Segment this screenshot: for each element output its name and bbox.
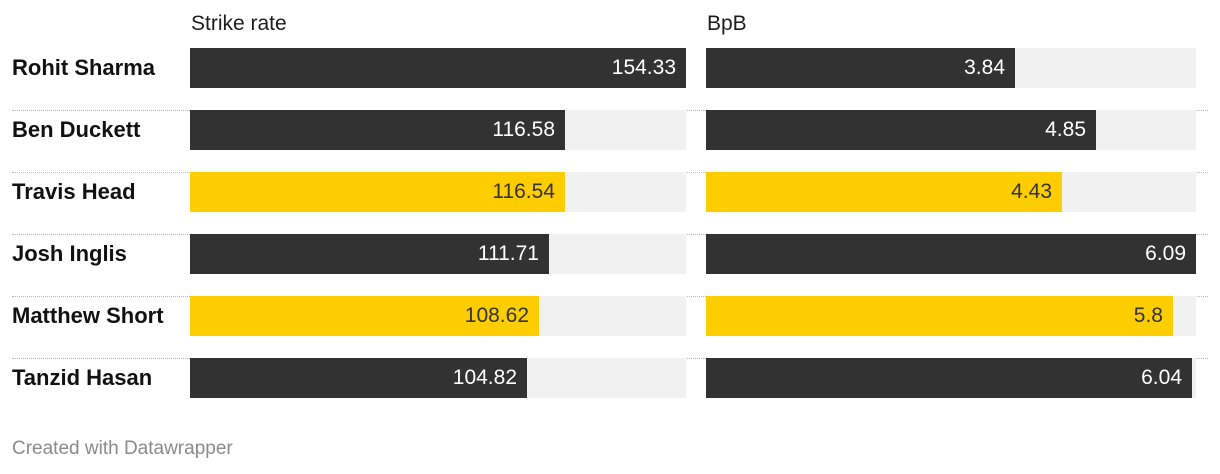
bar-track-bpb: 3.84 — [706, 48, 1196, 88]
row-label: Travis Head — [12, 179, 136, 204]
bar-bpb — [706, 110, 1096, 150]
row-josh-inglis: Josh Inglis 111.71 6.09 — [12, 234, 1208, 297]
attribution-footer: Created with Datawrapper — [12, 438, 233, 459]
row-label: Josh Inglis — [12, 241, 127, 266]
bar-track-bpb: 4.85 — [706, 110, 1196, 150]
row-tanzid-hasan: Tanzid Hasan 104.82 6.04 — [12, 358, 1208, 420]
bar-strike-rate — [190, 234, 549, 274]
row-ben-duckett: Ben Duckett 116.58 4.85 — [12, 110, 1208, 173]
row-label: Matthew Short — [12, 303, 164, 328]
bar-track-strike-rate: 108.62 — [190, 296, 686, 336]
column-header-bpb: BpB — [707, 12, 747, 35]
bar-strike-rate — [190, 296, 539, 336]
bar-value-label: 4.43 — [1011, 180, 1052, 203]
bar-track-bpb: 6.09 — [706, 234, 1196, 274]
bar-track-strike-rate: 111.71 — [190, 234, 686, 274]
bar-value-label: 4.85 — [1045, 118, 1086, 141]
bar-strike-rate — [190, 110, 565, 150]
bar-bpb — [706, 296, 1173, 336]
bar-track-bpb: 5.8 — [706, 296, 1196, 336]
bar-track-strike-rate: 116.54 — [190, 172, 686, 212]
bar-strike-rate — [190, 358, 527, 398]
bar-value-label: 6.09 — [1145, 242, 1186, 265]
bar-value-label: 116.58 — [492, 118, 555, 141]
bar-value-label: 111.71 — [477, 242, 539, 265]
bar-bpb — [706, 48, 1015, 88]
bar-bpb — [706, 234, 1196, 274]
bar-value-label: 6.04 — [1141, 366, 1182, 389]
row-label: Tanzid Hasan — [12, 365, 153, 390]
bar-value-label: 3.84 — [964, 56, 1005, 79]
bar-value-label: 104.82 — [452, 366, 517, 389]
column-header-strike-rate: Strike rate — [191, 12, 287, 35]
row-label: Rohit Sharma — [12, 55, 156, 80]
bar-value-label: 108.62 — [464, 304, 529, 327]
row-rohit-sharma: Rohit Sharma 154.33 3.84 — [12, 48, 1208, 111]
bar-strike-rate — [190, 48, 686, 88]
bar-value-label: 5.8 — [1133, 304, 1163, 327]
bar-bpb — [706, 358, 1192, 398]
bar-track-bpb: 4.43 — [706, 172, 1196, 212]
bar-track-strike-rate: 154.33 — [190, 48, 686, 88]
bar-bpb — [706, 172, 1062, 212]
bar-track-bpb: 6.04 — [706, 358, 1196, 398]
bar-strike-rate — [190, 172, 565, 212]
row-label: Ben Duckett — [12, 117, 141, 142]
bar-track-strike-rate: 104.82 — [190, 358, 686, 398]
bar-value-label: 116.54 — [492, 180, 555, 203]
bar-value-label: 154.33 — [611, 56, 676, 79]
row-travis-head: Travis Head 116.54 4.43 — [12, 172, 1208, 235]
row-matthew-short: Matthew Short 108.62 5.8 — [12, 296, 1208, 359]
bar-track-strike-rate: 116.58 — [190, 110, 686, 150]
